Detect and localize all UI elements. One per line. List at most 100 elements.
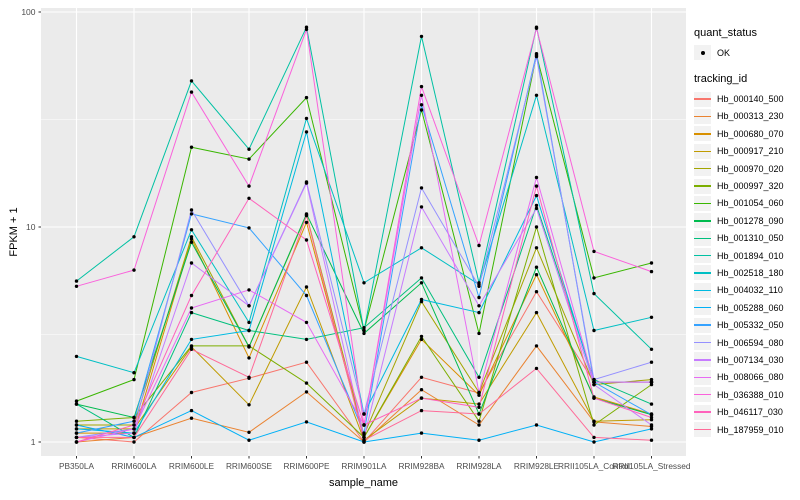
- data-point: [419, 396, 424, 400]
- data-point: [74, 423, 79, 427]
- legend-item-Hb_005288_060: Hb_005288_060: [694, 299, 798, 316]
- x-axis-title: sample_name: [328, 477, 399, 489]
- data-point: [247, 403, 251, 407]
- data-point: [304, 293, 309, 298]
- data-point: [649, 423, 654, 427]
- data-point: [362, 331, 366, 336]
- data-point: [477, 331, 481, 336]
- data-point: [304, 360, 309, 364]
- data-point: [534, 93, 539, 98]
- x-tick-label: RRIM901LA: [341, 461, 387, 471]
- legend-key-line: [694, 126, 711, 142]
- data-point: [304, 381, 309, 385]
- data-point: [247, 430, 251, 434]
- series-color-line-icon: [694, 150, 711, 152]
- data-point: [132, 423, 136, 427]
- data-point: [592, 291, 596, 296]
- data-point: [419, 388, 424, 392]
- x-tick-label: RRIM600SE: [226, 461, 273, 471]
- data-point: [362, 435, 366, 440]
- series-color-line-icon: [694, 254, 711, 257]
- legend-item-Hb_008066_080: Hb_008066_080: [694, 369, 798, 386]
- data-point: [304, 181, 309, 185]
- x-tick-label: RRIM928LE: [514, 461, 560, 471]
- legend-key-line: [694, 369, 711, 385]
- data-point: [362, 412, 366, 416]
- data-point: [592, 249, 596, 254]
- series-color-line-icon: [694, 237, 711, 239]
- legend-key-line: [694, 265, 711, 281]
- series-color-line-icon: [694, 428, 711, 431]
- legend-key-line: [694, 213, 711, 229]
- legend-item-Hb_001278_090: Hb_001278_090: [694, 212, 798, 229]
- legend-item-label: Hb_001054_060: [717, 198, 784, 209]
- legend-item-label: Hb_000680_070: [717, 128, 784, 139]
- data-point: [304, 220, 309, 225]
- data-point: [304, 320, 309, 325]
- data-point: [74, 440, 79, 444]
- legend-item-Hb_000917_210: Hb_000917_210: [694, 143, 798, 160]
- data-point: [534, 290, 539, 294]
- data-point: [477, 423, 481, 427]
- data-point: [304, 285, 309, 289]
- data-point: [419, 108, 424, 112]
- data-point: [74, 402, 79, 406]
- data-point: [592, 423, 596, 427]
- data-point: [362, 431, 366, 435]
- data-point: [189, 228, 194, 232]
- legend-key-line: [694, 178, 711, 194]
- data-point: [649, 382, 654, 387]
- legend-item-Hb_002518_180: Hb_002518_180: [694, 264, 798, 281]
- legend-item-label: Hb_000313_230: [717, 111, 784, 122]
- data-point: [189, 337, 194, 342]
- legend-key-line: [694, 230, 711, 246]
- legend-item-label: Hb_007134_030: [717, 354, 784, 365]
- data-point: [189, 390, 194, 395]
- legend-item-Hb_000313_230: Hb_000313_230: [694, 108, 798, 125]
- data-point: [132, 440, 136, 444]
- data-point: [247, 328, 251, 333]
- legend-item-label: OK: [717, 47, 731, 58]
- data-point: [247, 438, 251, 442]
- data-point: [419, 431, 424, 435]
- data-point: [189, 79, 194, 83]
- legend-item-Hb_187959_010: Hb_187959_010: [694, 421, 798, 438]
- legend-key-line: [694, 422, 711, 437]
- data-point: [132, 415, 136, 420]
- data-point: [477, 402, 481, 406]
- legend-tracking-id-items: Hb_000140_500 Hb_000313_230 Hb_000680_070 H…: [694, 90, 798, 438]
- x-tick-label: RRIM600LA: [111, 461, 157, 471]
- legend-item-label: Hb_004032_110: [717, 285, 783, 296]
- data-point: [304, 238, 309, 242]
- data-point: [304, 420, 309, 424]
- data-point: [304, 116, 309, 121]
- data-point: [132, 371, 136, 375]
- data-point: [592, 435, 596, 440]
- data-point: [247, 375, 251, 379]
- series-color-line-icon: [694, 411, 711, 413]
- data-point: [74, 427, 79, 431]
- legend-item-label: Hb_006594_080: [717, 337, 784, 348]
- series-color-line-icon: [694, 220, 711, 222]
- data-point: [74, 435, 79, 440]
- data-point: [304, 95, 309, 100]
- y-tick-label: 100: [21, 7, 35, 17]
- legend-item-label: Hb_001310_050: [717, 233, 784, 244]
- data-point: [649, 427, 654, 431]
- data-point: [477, 310, 481, 315]
- data-point: [419, 34, 424, 39]
- data-point: [189, 208, 194, 212]
- legend-item-label: Hb_036388_010: [717, 389, 784, 400]
- y-tick-label: 10: [26, 222, 36, 232]
- series-color-line-icon: [694, 289, 711, 292]
- series-color-line-icon: [694, 133, 711, 135]
- data-point: [534, 310, 539, 315]
- legend-item-Hb_046117_030: Hb_046117_030: [694, 403, 798, 420]
- data-point: [132, 377, 136, 382]
- data-point: [534, 423, 539, 427]
- data-point: [189, 235, 194, 239]
- legend-key-line: [694, 143, 711, 159]
- legend-item-label: Hb_187959_010: [717, 424, 784, 435]
- data-point: [592, 440, 596, 444]
